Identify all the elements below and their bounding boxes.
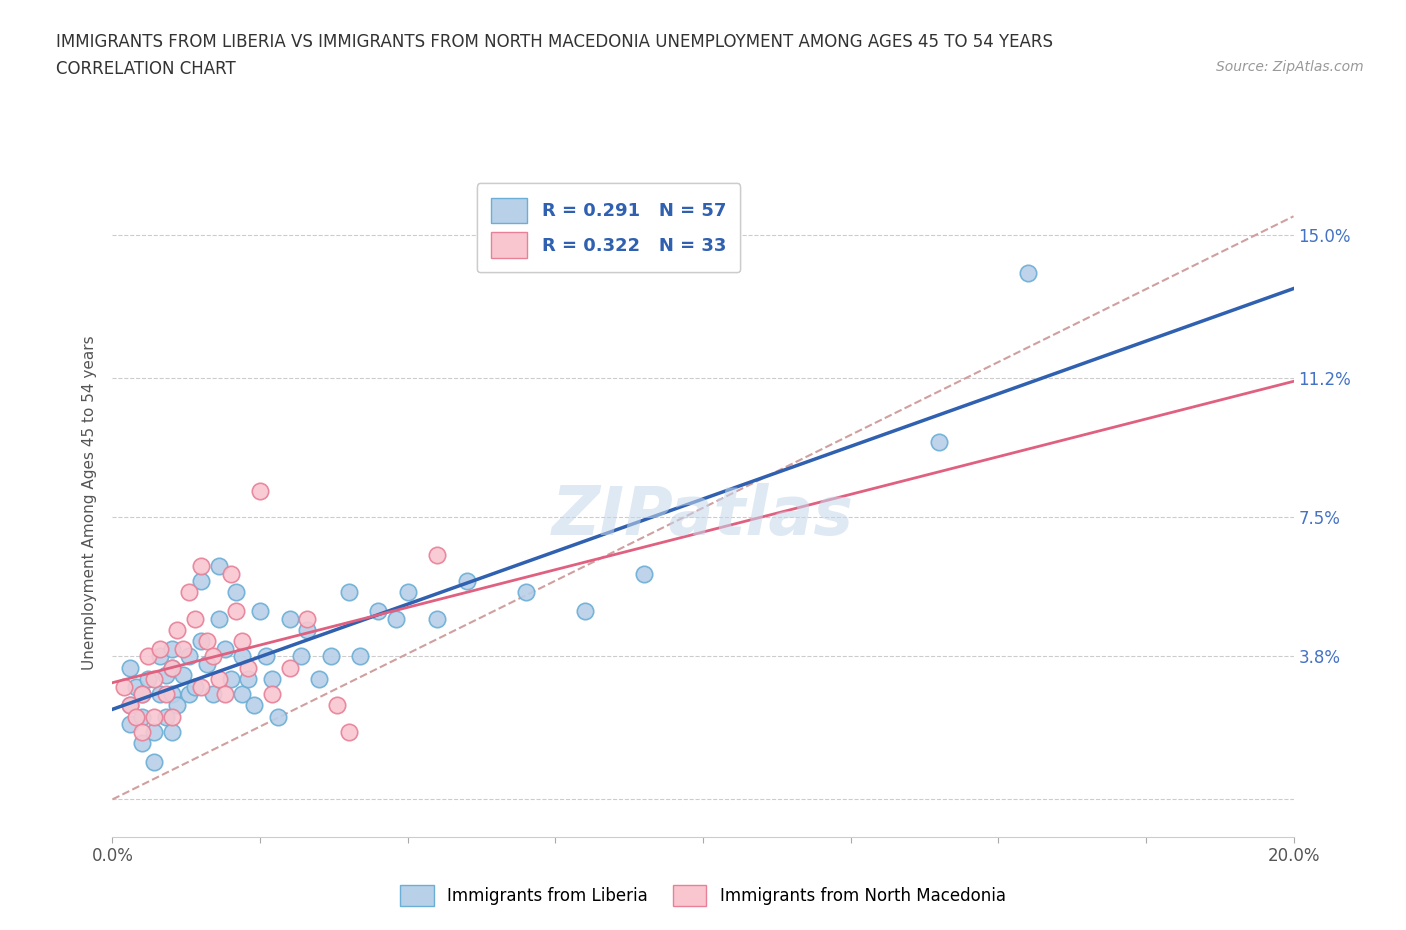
Point bbox=[260, 686, 283, 701]
Point bbox=[633, 566, 655, 581]
Point bbox=[243, 698, 266, 712]
Point bbox=[456, 574, 478, 589]
Point bbox=[326, 698, 349, 712]
Legend: Immigrants from Liberia, Immigrants from North Macedonia: Immigrants from Liberia, Immigrants from… bbox=[394, 879, 1012, 912]
Point bbox=[155, 668, 177, 683]
Point bbox=[160, 642, 183, 657]
Point bbox=[208, 671, 231, 686]
Text: CORRELATION CHART: CORRELATION CHART bbox=[56, 60, 236, 78]
Point bbox=[120, 660, 142, 675]
Point bbox=[142, 724, 165, 739]
Point bbox=[385, 611, 408, 626]
Text: IMMIGRANTS FROM LIBERIA VS IMMIGRANTS FROM NORTH MACEDONIA UNEMPLOYMENT AMONG AG: IMMIGRANTS FROM LIBERIA VS IMMIGRANTS FR… bbox=[56, 33, 1053, 50]
Point bbox=[149, 642, 172, 657]
Point bbox=[136, 649, 159, 664]
Point bbox=[308, 671, 330, 686]
Point bbox=[260, 671, 283, 686]
Point bbox=[367, 604, 389, 618]
Point bbox=[225, 585, 247, 600]
Point bbox=[349, 649, 371, 664]
Point bbox=[172, 668, 194, 683]
Point bbox=[120, 698, 142, 712]
Point bbox=[160, 660, 183, 675]
Point bbox=[120, 698, 142, 712]
Point bbox=[337, 724, 360, 739]
Point bbox=[297, 623, 319, 638]
Point bbox=[319, 649, 342, 664]
Point bbox=[278, 611, 301, 626]
Point bbox=[928, 434, 950, 449]
Point bbox=[136, 671, 159, 686]
Point bbox=[231, 634, 253, 649]
Point bbox=[142, 754, 165, 769]
Point bbox=[120, 717, 142, 732]
Point bbox=[515, 585, 537, 600]
Point bbox=[155, 710, 177, 724]
Point bbox=[190, 559, 212, 574]
Point bbox=[231, 649, 253, 664]
Point bbox=[201, 649, 224, 664]
Point bbox=[214, 642, 236, 657]
Legend: R = 0.291   N = 57, R = 0.322   N = 33: R = 0.291 N = 57, R = 0.322 N = 33 bbox=[477, 183, 741, 272]
Point bbox=[238, 660, 260, 675]
Point bbox=[190, 679, 212, 694]
Point bbox=[219, 671, 242, 686]
Point bbox=[574, 604, 596, 618]
Point bbox=[125, 710, 148, 724]
Point bbox=[131, 710, 153, 724]
Point bbox=[160, 660, 183, 675]
Point bbox=[426, 548, 449, 563]
Point bbox=[337, 585, 360, 600]
Point bbox=[179, 585, 201, 600]
Point bbox=[238, 671, 260, 686]
Point bbox=[149, 649, 172, 664]
Text: ZIPatlas: ZIPatlas bbox=[553, 483, 853, 549]
Point bbox=[149, 686, 172, 701]
Point bbox=[172, 642, 194, 657]
Point bbox=[179, 649, 201, 664]
Point bbox=[160, 710, 183, 724]
Point bbox=[225, 604, 247, 618]
Point bbox=[190, 634, 212, 649]
Point bbox=[131, 724, 153, 739]
Point bbox=[160, 686, 183, 701]
Y-axis label: Unemployment Among Ages 45 to 54 years: Unemployment Among Ages 45 to 54 years bbox=[82, 335, 97, 670]
Point bbox=[254, 649, 277, 664]
Point bbox=[214, 686, 236, 701]
Point bbox=[208, 611, 231, 626]
Point bbox=[166, 698, 188, 712]
Point bbox=[184, 611, 207, 626]
Point bbox=[131, 686, 153, 701]
Point bbox=[160, 724, 183, 739]
Point bbox=[166, 623, 188, 638]
Point bbox=[125, 679, 148, 694]
Point bbox=[231, 686, 253, 701]
Point bbox=[195, 657, 218, 671]
Point bbox=[219, 566, 242, 581]
Point bbox=[112, 679, 135, 694]
Point bbox=[179, 686, 201, 701]
Point bbox=[142, 710, 165, 724]
Point bbox=[426, 611, 449, 626]
Point bbox=[249, 484, 271, 498]
Point bbox=[208, 559, 231, 574]
Point bbox=[155, 686, 177, 701]
Point bbox=[142, 671, 165, 686]
Point bbox=[190, 574, 212, 589]
Point bbox=[396, 585, 419, 600]
Point bbox=[195, 634, 218, 649]
Point bbox=[297, 611, 319, 626]
Point bbox=[290, 649, 312, 664]
Point bbox=[201, 686, 224, 701]
Point bbox=[184, 679, 207, 694]
Point bbox=[1017, 265, 1039, 280]
Text: Source: ZipAtlas.com: Source: ZipAtlas.com bbox=[1216, 60, 1364, 74]
Point bbox=[267, 710, 290, 724]
Point bbox=[278, 660, 301, 675]
Point bbox=[249, 604, 271, 618]
Point bbox=[131, 686, 153, 701]
Point bbox=[131, 736, 153, 751]
